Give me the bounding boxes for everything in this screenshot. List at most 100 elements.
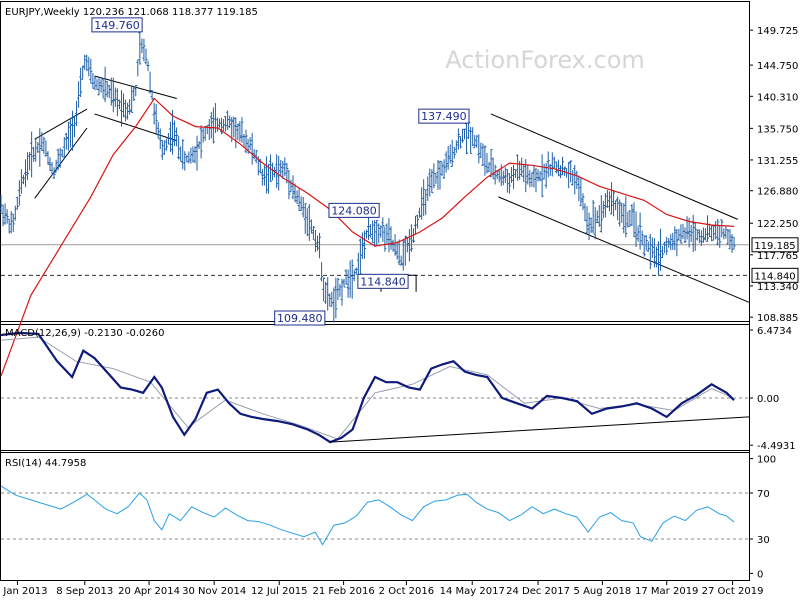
ohlc-bar xyxy=(634,211,638,247)
ohlc-bar xyxy=(348,260,352,298)
ohlc-bar xyxy=(632,202,636,238)
ohlc-bar xyxy=(181,139,185,170)
ohlc-bar xyxy=(50,161,54,176)
ohlc-bar xyxy=(675,229,679,257)
ohlc-bar xyxy=(162,140,166,155)
ohlc-bar xyxy=(571,170,575,186)
ohlc-bar xyxy=(520,157,524,177)
time-tick-label: 27 Jan 2013 xyxy=(0,586,47,597)
ohlc-bar xyxy=(197,141,201,150)
ohlc-bar xyxy=(379,225,383,238)
ohlc-bar xyxy=(444,151,448,173)
ohlc-bar xyxy=(665,236,669,255)
ohlc-bar xyxy=(326,277,330,311)
ohlc-bar xyxy=(228,115,232,128)
ohlc-bar xyxy=(416,214,420,229)
ohlc-bar xyxy=(207,119,211,141)
ohlc-bar xyxy=(60,149,64,158)
ohlc-bar xyxy=(536,169,540,182)
ohlc-bar xyxy=(105,81,109,98)
ohlc-bar xyxy=(89,58,93,84)
ohlc-bar xyxy=(334,277,338,319)
ohlc-bar xyxy=(573,164,577,195)
price-trendline xyxy=(34,127,88,199)
ohlc-bar xyxy=(30,131,34,178)
current-price-label: 119.185 xyxy=(754,241,795,252)
ohlc-bar xyxy=(581,193,585,211)
ohlc-bar xyxy=(640,230,644,246)
ohlc-bar xyxy=(109,77,113,106)
ohlc-bar xyxy=(138,29,142,65)
ohlc-bar xyxy=(107,84,111,99)
macd-y-tick-label: 0.00 xyxy=(757,394,779,405)
ohlc-bar xyxy=(140,38,144,54)
price-annotation-label: 109.480 xyxy=(277,312,323,325)
ohlc-bar xyxy=(254,150,258,164)
ohlc-bar xyxy=(620,202,624,223)
ohlc-bar xyxy=(342,278,346,288)
ohlc-bar xyxy=(642,235,646,257)
ohlc-bar xyxy=(313,229,317,253)
ohlc-bar xyxy=(442,159,446,180)
ohlc-bar xyxy=(287,170,291,200)
ohlc-bar xyxy=(87,56,91,77)
ohlc-bar xyxy=(56,148,60,171)
ohlc-bar xyxy=(11,213,15,232)
ohlc-bar xyxy=(550,152,554,177)
ohlc-bar xyxy=(440,161,444,176)
ohlc-bar xyxy=(28,151,32,171)
ohlc-bar xyxy=(42,136,46,155)
ohlc-bar xyxy=(262,165,266,186)
ohlc-bar xyxy=(371,220,375,244)
ohlc-bar xyxy=(111,77,115,113)
ohlc-bar xyxy=(681,223,685,240)
ohlc-bar xyxy=(724,226,728,239)
ohlc-bar xyxy=(160,139,164,160)
ohlc-bar xyxy=(222,118,226,132)
ohlc-bar xyxy=(403,235,407,266)
ohlc-bar xyxy=(673,226,677,251)
ohlc-bar xyxy=(469,126,473,155)
ohlc-bar xyxy=(211,107,215,144)
moving-average-line xyxy=(0,97,735,377)
ohlc-bars xyxy=(0,29,736,323)
ohlc-bar xyxy=(21,174,25,185)
ohlc-bar xyxy=(705,215,709,242)
ohlc-bar xyxy=(252,149,256,160)
ohlc-bar xyxy=(101,78,105,99)
ohlc-bar xyxy=(373,220,377,247)
ohlc-bar xyxy=(722,228,726,240)
ohlc-bar xyxy=(605,190,609,208)
ohlc-bar xyxy=(275,154,279,189)
ohlc-bar xyxy=(616,196,620,221)
time-tick-label: 2 Oct 2016 xyxy=(379,586,434,597)
price-annotation-label: 114.840 xyxy=(360,275,406,288)
ohlc-bar xyxy=(434,172,438,184)
time-tick-label: 30 Nov 2014 xyxy=(182,586,246,597)
ohlc-bar xyxy=(481,143,485,166)
ohlc-bar xyxy=(656,241,660,276)
price-y-tick-label: 113.340 xyxy=(757,282,798,293)
ohlc-bar xyxy=(685,216,689,240)
ohlc-bar xyxy=(305,208,309,237)
ohlc-bar xyxy=(336,277,340,300)
ohlc-bar xyxy=(612,190,616,217)
ohlc-bar xyxy=(405,236,409,253)
ohlc-bar xyxy=(695,229,699,241)
ohlc-bar xyxy=(489,148,493,178)
ohlc-bar xyxy=(115,88,119,117)
ohlc-bar xyxy=(497,169,501,183)
ohlc-bar xyxy=(238,121,242,142)
ohlc-bar xyxy=(530,172,534,187)
ohlc-bar xyxy=(552,156,556,169)
ohlc-bar xyxy=(636,226,640,242)
ohlc-bar xyxy=(699,230,703,246)
ohlc-bar xyxy=(350,259,354,299)
ohlc-bar xyxy=(597,205,601,227)
ohlc-bar xyxy=(15,196,19,210)
ohlc-bar xyxy=(652,238,656,268)
ohlc-bar xyxy=(77,81,81,108)
ohlc-bar xyxy=(52,167,56,179)
ohlc-bar xyxy=(583,203,587,222)
ohlc-bar xyxy=(579,178,583,207)
